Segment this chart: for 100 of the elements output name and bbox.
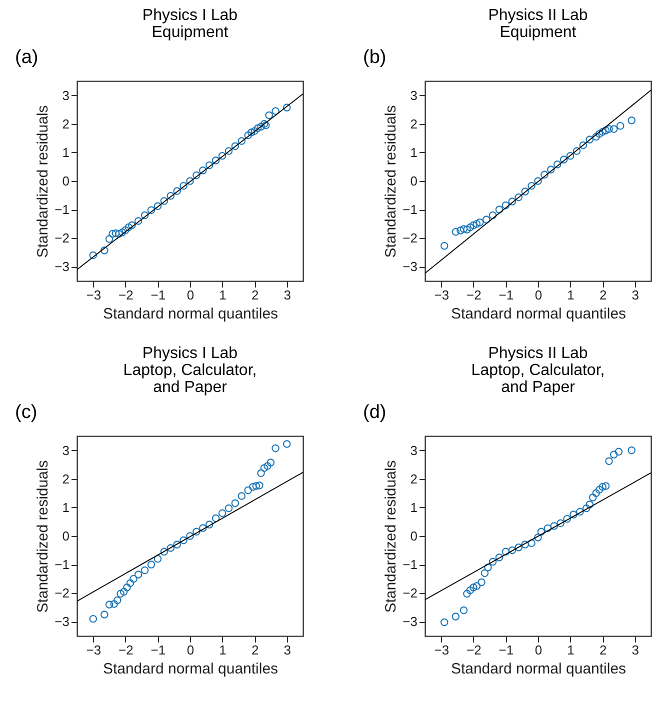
y-tick-label: 2 xyxy=(410,471,418,486)
point xyxy=(560,156,568,164)
point xyxy=(540,170,548,179)
point xyxy=(528,539,536,548)
point xyxy=(605,125,613,133)
point xyxy=(470,221,478,230)
y-tick-label: 3 xyxy=(410,442,418,458)
x-tick-label: 1 xyxy=(219,288,226,302)
point xyxy=(266,458,275,466)
chart-title: Physics I Lab Laptop, Calculator, and Paper xyxy=(123,345,257,396)
chart-title: Physics II Lab Laptop, Calculator, and Paper xyxy=(471,345,605,396)
point xyxy=(199,524,207,532)
point xyxy=(115,230,123,238)
y-tick-label: −2 xyxy=(54,230,70,246)
point xyxy=(460,606,468,614)
x-tick-label: 0 xyxy=(534,288,542,302)
point xyxy=(186,177,194,185)
point xyxy=(440,618,448,626)
x-tick-label: 3 xyxy=(632,288,639,302)
x-tick-label: 2 xyxy=(599,642,607,658)
point xyxy=(254,124,262,132)
point xyxy=(173,187,181,195)
point xyxy=(579,141,588,150)
y-tick-label: 1 xyxy=(62,500,70,515)
x-tick-label: 2 xyxy=(251,642,259,658)
point xyxy=(218,152,226,160)
x-tick-label: 1 xyxy=(567,288,574,302)
point xyxy=(610,450,618,458)
point xyxy=(470,584,478,592)
point xyxy=(595,486,604,494)
point xyxy=(110,600,118,608)
point xyxy=(105,600,114,608)
point xyxy=(231,142,240,150)
x-tick-label: −2 xyxy=(466,642,482,658)
point xyxy=(495,206,504,214)
x-tick-label: −1 xyxy=(150,642,166,658)
y-tick-label: 3 xyxy=(62,442,70,458)
point xyxy=(192,528,200,536)
point xyxy=(89,614,98,623)
point xyxy=(463,590,471,598)
y-tick-label: −1 xyxy=(54,202,70,218)
y-tick-label: −2 xyxy=(402,586,418,601)
point xyxy=(140,211,149,220)
y-tick-label: 2 xyxy=(62,116,70,132)
point xyxy=(89,251,98,260)
x-tick-label: −2 xyxy=(118,642,134,658)
point xyxy=(180,536,188,544)
point xyxy=(113,596,122,604)
point xyxy=(570,510,578,518)
point xyxy=(118,228,126,236)
y-axis-title: Standardized residuals xyxy=(34,105,52,258)
y-tick-label: 0 xyxy=(410,174,418,188)
point xyxy=(140,566,149,574)
point xyxy=(147,206,156,214)
point xyxy=(257,122,265,131)
point xyxy=(212,156,220,164)
point xyxy=(205,161,214,170)
point xyxy=(166,544,175,552)
point xyxy=(586,136,594,144)
point xyxy=(257,469,265,478)
x-tick-label: −1 xyxy=(150,288,166,302)
point xyxy=(238,492,246,500)
point xyxy=(249,482,257,491)
point xyxy=(514,193,523,202)
y-axis-title: Standardized residuals xyxy=(382,460,400,613)
point xyxy=(116,590,124,598)
point xyxy=(160,197,168,205)
x-tick-label: 0 xyxy=(186,642,194,658)
point xyxy=(160,548,168,556)
point xyxy=(192,171,200,180)
x-tick-label: 3 xyxy=(284,642,291,658)
point xyxy=(186,532,194,540)
point xyxy=(154,202,162,210)
x-tick-label: 1 xyxy=(219,642,226,658)
point xyxy=(128,221,136,230)
y-tick-label: −2 xyxy=(54,586,70,601)
point xyxy=(472,582,481,590)
y-tick-label: 1 xyxy=(62,144,70,160)
point xyxy=(452,612,460,620)
point xyxy=(628,116,636,124)
y-tick-label: 0 xyxy=(62,528,70,544)
x-tick-label: 0 xyxy=(186,288,194,302)
x-tick-label: −3 xyxy=(86,642,102,658)
point xyxy=(547,166,555,174)
point xyxy=(544,524,552,532)
point xyxy=(440,242,448,250)
point xyxy=(452,228,460,236)
point xyxy=(480,569,489,578)
point xyxy=(616,122,624,130)
chart-title: Physics I Lab Equipment xyxy=(142,7,238,41)
point xyxy=(484,564,492,572)
point xyxy=(224,147,233,155)
point xyxy=(123,584,131,592)
chart-title: Physics II Lab Equipment xyxy=(488,7,588,41)
y-tick-label: 3 xyxy=(62,88,70,103)
x-tick-label: 2 xyxy=(251,288,259,302)
point xyxy=(126,579,134,588)
point xyxy=(553,160,562,168)
point xyxy=(456,226,464,234)
y-tick-label: −1 xyxy=(54,557,70,572)
